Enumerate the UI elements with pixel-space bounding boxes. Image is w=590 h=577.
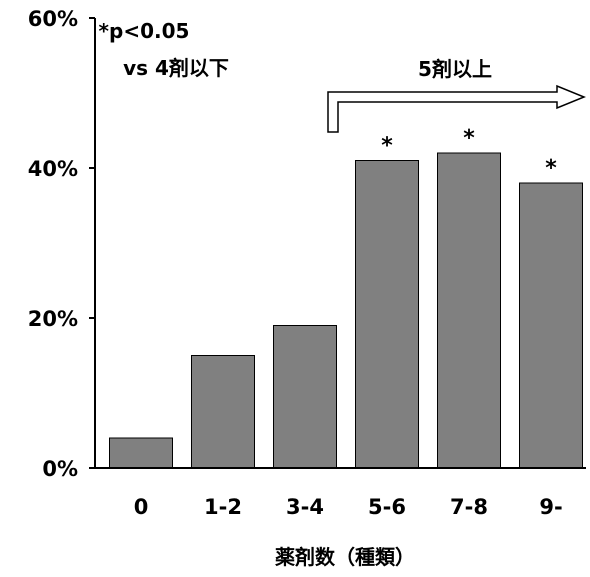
x-tick-label: 3-4 (286, 495, 324, 519)
bar-5-6 (355, 160, 419, 469)
significance-star: * (545, 156, 557, 181)
x-tick-label: 1-2 (204, 495, 242, 519)
x-tick-label: 7-8 (450, 495, 488, 519)
y-tick-label: 60% (28, 7, 78, 31)
group-arrow-icon (327, 84, 586, 133)
bar-7-8 (437, 152, 501, 469)
significance-star: * (381, 134, 393, 159)
bar-1-2 (191, 355, 255, 469)
y-tick-label: 20% (28, 307, 78, 331)
x-axis-label: 薬剤数（種類） (275, 545, 415, 569)
significance-note-line2: vs 4剤以下 (123, 56, 229, 80)
bars (109, 152, 583, 469)
axes (94, 18, 586, 469)
bar-3-4 (273, 325, 337, 469)
bar-9- (519, 182, 583, 469)
significance-stars: * * * (381, 126, 557, 181)
x-tick-label: 5-6 (368, 495, 406, 519)
y-ticks: 0% 20% 40% 60% (28, 7, 95, 481)
x-tick-label: 9- (539, 495, 562, 519)
x-ticks: 0 1-2 3-4 5-6 7-8 9- (134, 495, 563, 519)
x-tick-label: 0 (134, 495, 149, 519)
y-tick-label: 0% (42, 457, 78, 481)
significance-star: * (463, 126, 475, 151)
significance-note-line1: *p<0.05 (99, 19, 190, 43)
bar-0 (109, 437, 173, 469)
group-label: 5剤以上 (418, 57, 492, 81)
y-tick-label: 40% (28, 157, 78, 181)
group-arrow (327, 84, 586, 133)
